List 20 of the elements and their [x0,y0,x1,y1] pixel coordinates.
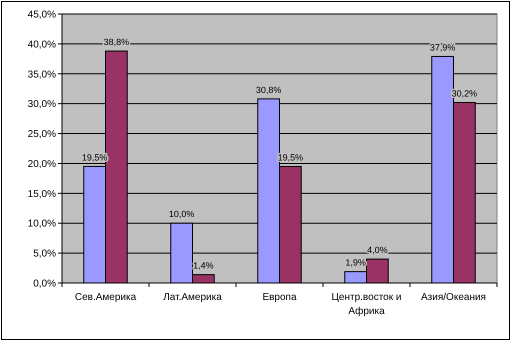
data-label: 1,9% [345,258,366,268]
data-label: 30,8% [256,84,282,95]
x-tick-label: Сев.Америка [74,292,137,303]
x-tick-label: Азия/Океания [421,292,486,303]
x-tick-label: Лат.Америка [163,292,222,303]
x-tick-label: Центр.восток и Африка [332,292,402,317]
data-label: 37,9% [430,42,456,52]
y-tick-label: 45,0% [28,10,56,20]
y-tick-label: 5,0% [33,248,56,260]
y-tick-label: 25,0% [28,129,56,140]
data-label: 10,0% [168,209,194,220]
y-tick-label: 0,0% [33,278,56,290]
y-tick-label: 20,0% [28,158,56,170]
x-tick-label: Европа [262,292,297,303]
y-tick-label: 30,0% [28,99,56,110]
y-tick-label: 15,0% [28,188,56,200]
y-tick-label: 10,0% [28,218,56,230]
y-tick-label: 40,0% [28,39,56,50]
y-tick-label: 35,0% [28,69,56,80]
data-label: 1,4% [193,260,214,271]
